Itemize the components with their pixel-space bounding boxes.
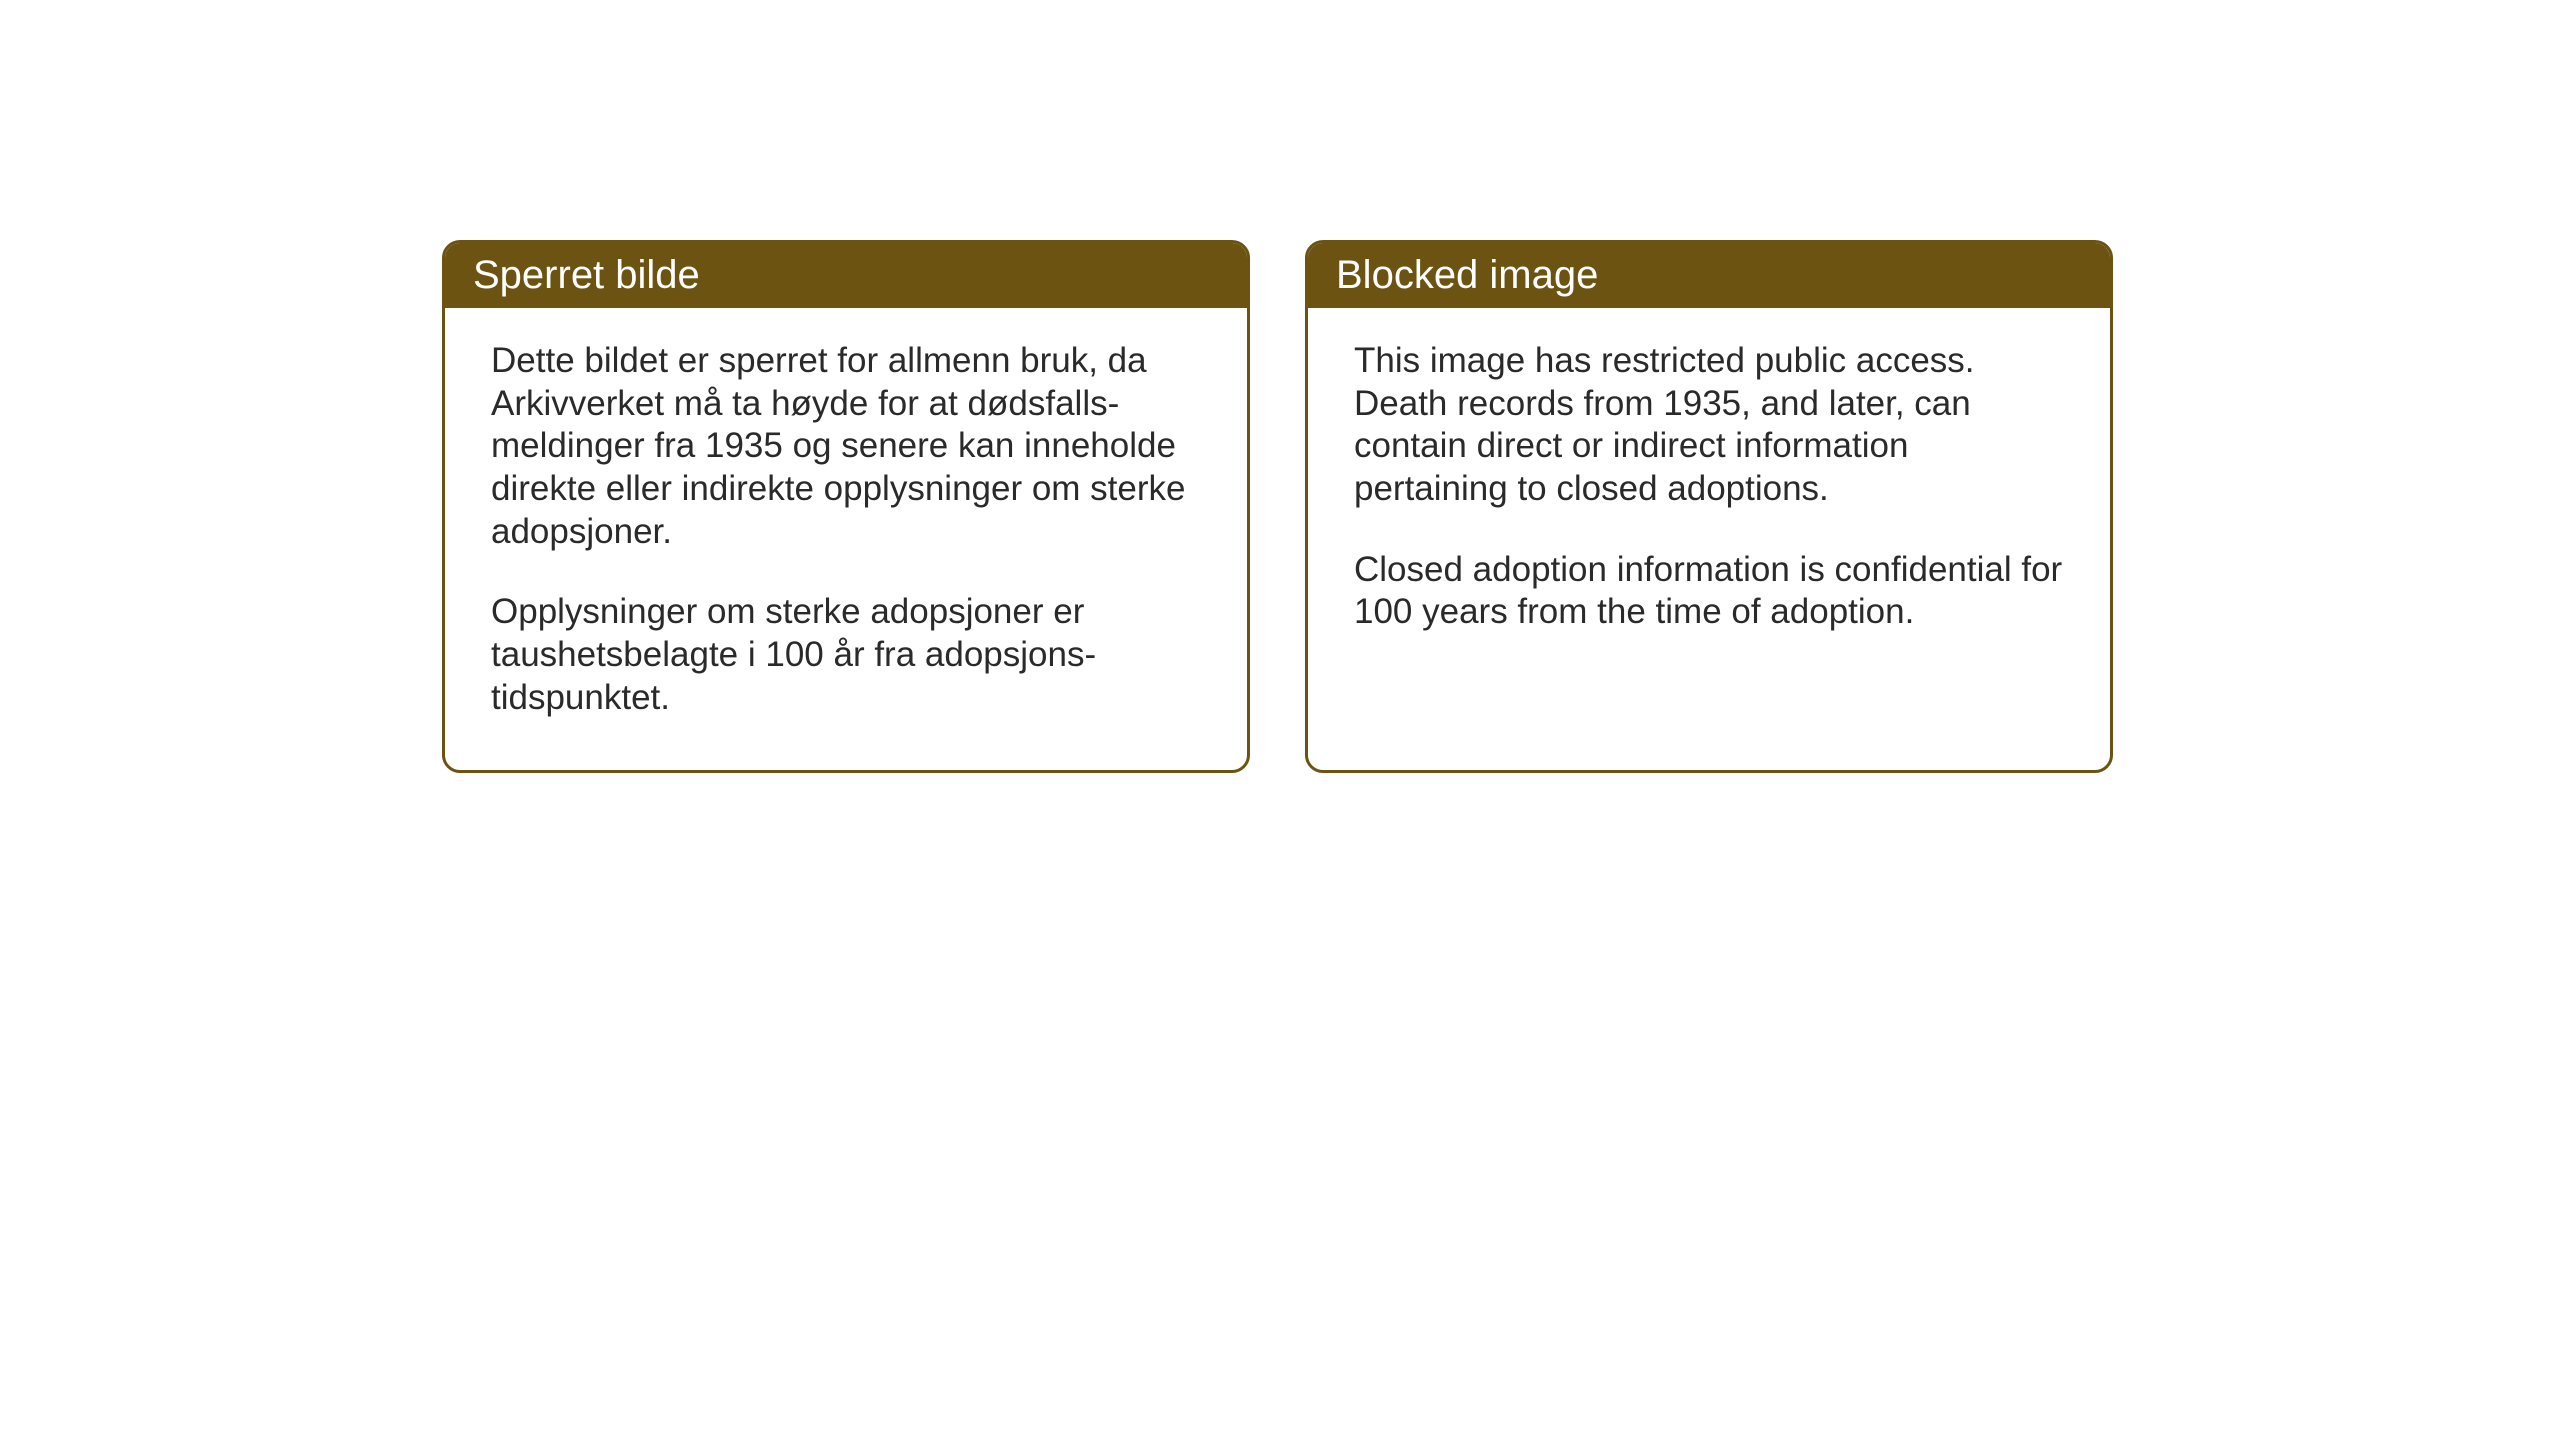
paragraph-1-norwegian: Dette bildet er sperret for allmenn bruk… — [491, 340, 1201, 553]
paragraph-1-english: This image has restricted public access.… — [1354, 340, 2064, 511]
card-norwegian: Sperret bilde Dette bildet er sperret fo… — [442, 240, 1250, 773]
paragraph-2-norwegian: Opplysninger om sterke adopsjoner er tau… — [491, 591, 1201, 719]
card-english: Blocked image This image has restricted … — [1305, 240, 2113, 773]
cards-container: Sperret bilde Dette bildet er sperret fo… — [442, 240, 2113, 773]
card-header-norwegian: Sperret bilde — [445, 243, 1247, 308]
card-body-english: This image has restricted public access.… — [1308, 308, 2110, 684]
card-body-norwegian: Dette bildet er sperret for allmenn bruk… — [445, 308, 1247, 770]
card-title-norwegian: Sperret bilde — [473, 253, 700, 297]
card-title-english: Blocked image — [1336, 253, 1598, 297]
paragraph-2-english: Closed adoption information is confident… — [1354, 549, 2064, 634]
card-header-english: Blocked image — [1308, 243, 2110, 308]
